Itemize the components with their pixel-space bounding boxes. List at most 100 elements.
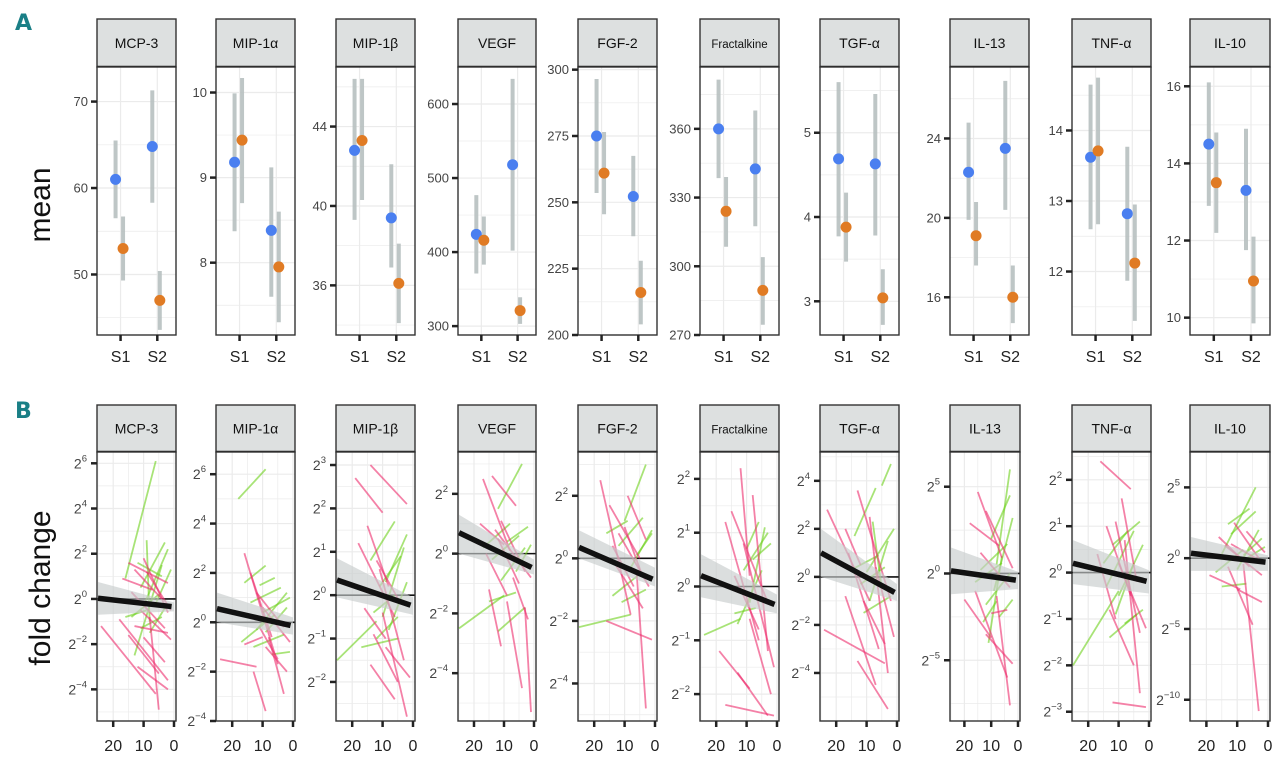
x-tick-label: 20 xyxy=(1198,738,1216,755)
facet-strip-b xyxy=(1071,404,1152,453)
y-tick-label: 2−2 xyxy=(68,634,87,652)
y-tick-label: 2−4 xyxy=(187,711,206,729)
facet-title: MIP-1α xyxy=(233,35,278,51)
y-tick-label: 9 xyxy=(200,170,207,185)
facet-title: TGF-α xyxy=(839,421,880,437)
trajectory-increase xyxy=(636,532,653,556)
facet-a-tnf: TNF-α 12 13 14 S1 S2 xyxy=(1049,18,1152,366)
y-tick-label: 24 xyxy=(74,499,87,517)
trajectory-decrease xyxy=(751,494,769,652)
x-tick-label: 0 xyxy=(1014,738,1023,755)
trajectory-decrease xyxy=(1112,701,1147,708)
y-tick-label: 24 xyxy=(927,131,941,146)
trajectory-decrease xyxy=(856,660,889,710)
plot-background xyxy=(1190,452,1270,721)
mean-point-group2 xyxy=(877,292,889,304)
x-tick-label: 10 xyxy=(616,738,634,755)
y-tick-label: 26 xyxy=(74,453,87,471)
mean-point-group2 xyxy=(478,234,490,246)
trajectory-decrease xyxy=(725,703,775,717)
facet-title: IL-13 xyxy=(969,421,1001,437)
x-tick-label: 10 xyxy=(738,738,756,755)
facet-strip-a xyxy=(949,18,1030,68)
trajectory-decrease xyxy=(1236,588,1263,603)
trajectory-increase xyxy=(990,495,1011,540)
facet-b-vegf: VEGF 2−4 2−2 20 22 20 10 0 xyxy=(429,404,539,755)
facet-strip-b xyxy=(457,404,537,453)
facet-title: MCP-3 xyxy=(115,421,159,437)
trajectory-increase xyxy=(243,564,267,584)
trajectory-decrease xyxy=(1108,609,1135,666)
trajectory-decrease xyxy=(384,646,411,679)
regression-line xyxy=(819,550,896,595)
x-tick-label: 20 xyxy=(1079,738,1097,755)
y-tick-label: 20 xyxy=(677,577,690,595)
y-tick-label: 25 xyxy=(927,477,940,495)
facet-title: TNF-α xyxy=(1092,35,1132,51)
y-tick-label: 10 xyxy=(1167,310,1181,325)
facet-a-mip-1: MIP-1β 36 40 44 S1 S2 xyxy=(313,18,416,366)
y-tick-label: 5 xyxy=(804,125,811,140)
trajectory-decrease xyxy=(134,625,169,634)
trajectory-increase xyxy=(458,594,505,630)
confidence-band xyxy=(1073,540,1149,594)
regression-line xyxy=(336,577,412,608)
x-tick-label: 10 xyxy=(1228,738,1246,755)
x-tick-label: S1 xyxy=(834,349,854,366)
trajectory-increase xyxy=(237,468,267,500)
facet-title: VEGF xyxy=(478,421,516,437)
y-tick-label: 4 xyxy=(804,210,811,225)
mean-point-group2 xyxy=(840,221,852,233)
plot-frame xyxy=(215,451,296,722)
trajectory-decrease xyxy=(976,491,1003,559)
plot-frame xyxy=(1189,451,1271,722)
y-tick-label: 2−2 xyxy=(1043,655,1062,673)
trajectory-decrease xyxy=(1245,530,1266,554)
plot-background xyxy=(950,67,1029,335)
y-tick-label: 360 xyxy=(669,121,691,136)
trajectory-decrease xyxy=(369,464,408,505)
regression-line xyxy=(1190,550,1266,565)
y-tick-label: 2−2 xyxy=(429,603,448,621)
x-tick-label: 0 xyxy=(530,738,539,755)
y-tick-label: 3 xyxy=(804,294,811,309)
mean-point-group1 xyxy=(1085,151,1097,163)
plot-frame xyxy=(1071,451,1152,722)
y-tick-label: 2−5 xyxy=(1161,619,1180,637)
trajectory-decrease xyxy=(258,626,279,660)
mean-point-group1 xyxy=(507,159,519,171)
x-tick-label: S2 xyxy=(1001,349,1021,366)
y-tick-label: 12 xyxy=(1049,264,1063,279)
trajectory-decrease xyxy=(363,607,387,640)
trajectory-decrease xyxy=(844,595,877,686)
plot-frame xyxy=(577,66,658,336)
y-tick-label: 2−1 xyxy=(1043,609,1062,627)
x-tick-label: S2 xyxy=(1241,349,1261,366)
y-tick-label: 2−10 xyxy=(1156,690,1180,708)
plot-frame xyxy=(215,66,296,336)
trajectory-decrease xyxy=(635,573,647,709)
y-tick-label: 400 xyxy=(427,245,449,260)
facet-b-mip-1: MIP-1β 2−2 2−1 20 21 22 23 20 10 0 xyxy=(307,404,418,755)
mean-point-group1 xyxy=(385,212,397,224)
x-tick-label: S2 xyxy=(1123,349,1143,366)
x-tick-label: 20 xyxy=(585,738,603,755)
facet-title: IL-10 xyxy=(1214,35,1246,51)
y-tick-label: 24 xyxy=(193,514,206,532)
facet-strip-a xyxy=(96,18,177,68)
regression-line xyxy=(700,573,776,607)
y-tick-label: 12 xyxy=(1167,233,1181,248)
plot-background xyxy=(820,67,899,335)
facet-b-tgf: TGF-α 2−4 2−2 20 22 24 20 10 0 xyxy=(791,404,902,755)
trajectory-increase xyxy=(336,620,378,661)
trajectory-increase xyxy=(742,532,769,571)
regression-line xyxy=(950,568,1017,583)
x-tick-label: S1 xyxy=(1204,349,1224,366)
y-tick-label: 44 xyxy=(313,119,327,134)
trajectory-increase xyxy=(375,616,399,640)
mean-point-group2 xyxy=(514,305,526,317)
y-tick-label: 20 xyxy=(435,544,448,562)
mean-point-group2 xyxy=(117,243,129,255)
y-tick-label: 20 xyxy=(927,210,941,225)
